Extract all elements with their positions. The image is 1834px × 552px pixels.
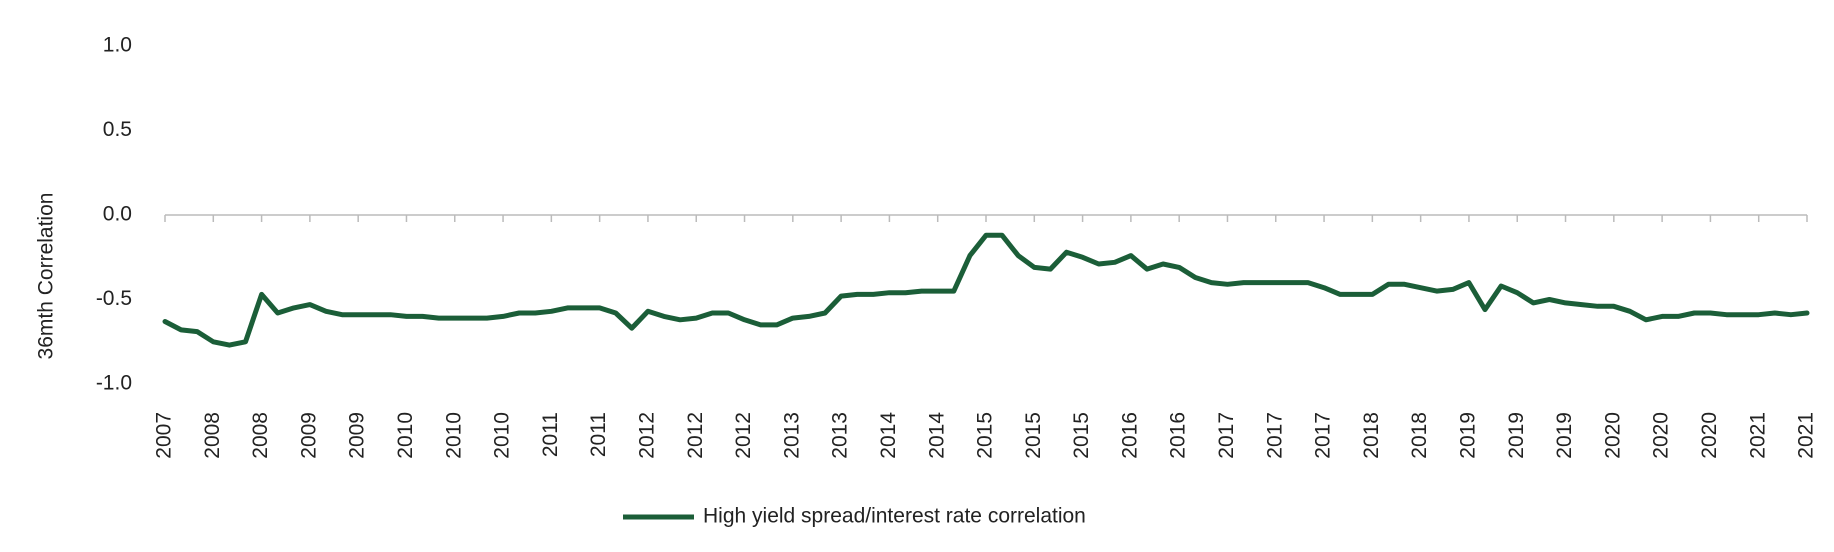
x-tick-label: 2014 <box>925 412 948 459</box>
x-tick-label: 2017 <box>1312 412 1335 459</box>
x-tick-label: 2019 <box>1505 412 1528 459</box>
x-tick-label: 2012 <box>732 412 755 459</box>
x-tick-label: 2009 <box>297 412 320 459</box>
x-tick-label: 2013 <box>829 412 852 459</box>
x-tick-label: 2018 <box>1408 412 1431 459</box>
x-tick-label: 2017 <box>1215 412 1238 459</box>
y-tick-label: -1.0 <box>96 372 132 395</box>
x-tick-label: 2008 <box>249 412 272 459</box>
x-tick-label: 2018 <box>1360 412 1383 459</box>
y-tick-label: 0.5 <box>103 118 132 141</box>
x-tick-label: 2015 <box>1070 412 1093 459</box>
x-tick-label: 2016 <box>1118 412 1141 459</box>
x-tick-label: 2014 <box>877 412 900 459</box>
y-tick-label: 0.0 <box>103 203 132 226</box>
x-tick-label: 2020 <box>1698 412 1721 459</box>
legend-label: High yield spread/interest rate correlat… <box>703 505 1086 528</box>
x-tick-label: 2019 <box>1553 412 1576 459</box>
x-tick-label: 2010 <box>394 412 417 459</box>
x-tick-label: 2016 <box>1167 412 1190 459</box>
x-tick-label: 2008 <box>201 412 224 459</box>
x-tick-label: 2021 <box>1746 412 1769 459</box>
x-tick-label: 2012 <box>635 412 658 459</box>
x-tick-label: 2019 <box>1456 412 1479 459</box>
x-tick-label: 2012 <box>684 412 707 459</box>
x-tick-label: 2009 <box>346 412 369 459</box>
x-tick-label: 2017 <box>1263 412 1286 459</box>
x-tick-label: 2015 <box>974 412 997 459</box>
x-tick-label: 2015 <box>1022 412 1045 459</box>
y-tick-label: -0.5 <box>96 287 132 310</box>
x-tick-label: 2011 <box>587 412 610 457</box>
y-tick-label: 1.0 <box>103 34 132 57</box>
x-tick-label: 2021 <box>1795 412 1818 459</box>
x-tick-label: 2010 <box>442 412 465 459</box>
y-axis-title: 36mth Correlation <box>35 193 58 360</box>
x-tick-label: 2013 <box>780 412 803 459</box>
x-tick-label: 2010 <box>491 412 514 459</box>
x-tick-label: 2020 <box>1650 412 1673 459</box>
x-tick-label: 2011 <box>539 412 562 457</box>
x-tick-label: 2020 <box>1601 412 1624 459</box>
x-tick-label: 2007 <box>153 412 176 459</box>
line-series <box>162 232 1810 348</box>
